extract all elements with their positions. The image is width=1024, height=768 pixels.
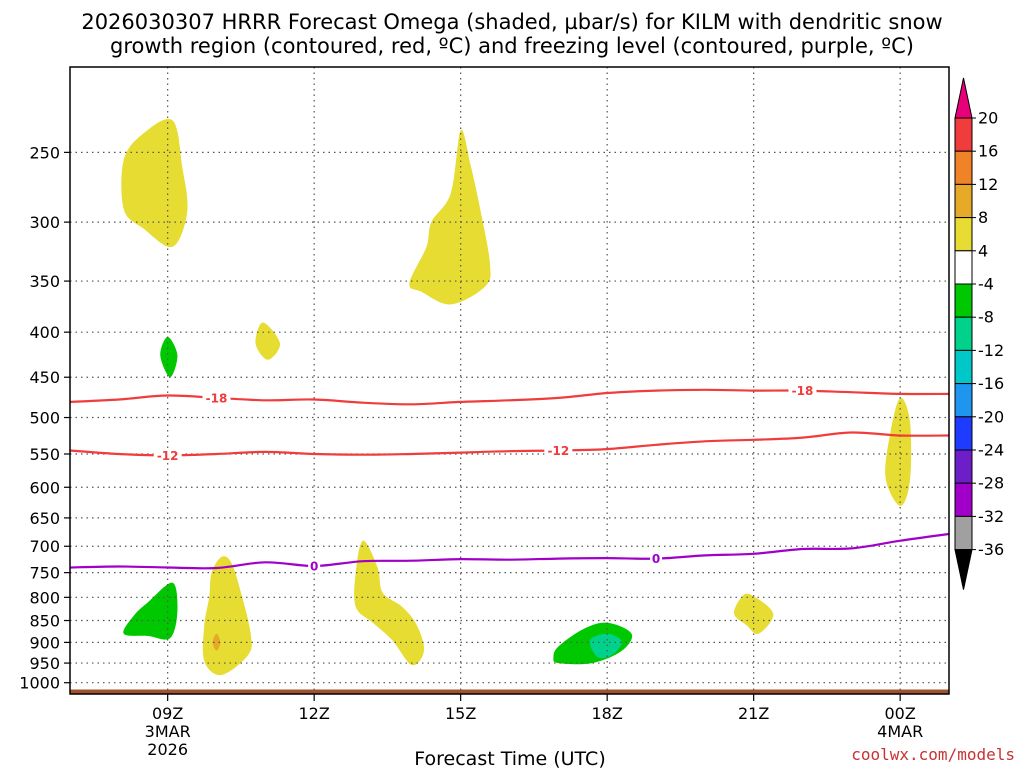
colorbar-label--36: -36 [978, 540, 1004, 559]
colorbar-segment-6 [954, 283, 973, 318]
dgz-minus12-label-0: -12 [157, 449, 179, 463]
colorbar-segment-4 [954, 217, 973, 252]
colorbar-segment-5 [954, 250, 973, 285]
x-tick-label-21Z: 21Z [738, 704, 769, 723]
colorbar-segment-10 [954, 416, 973, 451]
y-tick-label-450: 450 [29, 368, 60, 387]
omega-neg4-small-upper [160, 336, 178, 378]
omega-8-lower-left [212, 633, 221, 651]
omega-shading-layer [70, 119, 949, 694]
dgz-minus18-label-1: -18 [792, 384, 814, 398]
y-tick-label-950: 950 [29, 654, 60, 673]
dgz-minus12-label-bg-0 [153, 448, 182, 463]
y-tick-label-500: 500 [29, 409, 60, 428]
colorbar-segment-7 [954, 316, 973, 351]
dgz-minus12-label-1: -12 [547, 444, 569, 458]
colorbar-bottom-arrow [954, 549, 973, 590]
colorbar-segment-3 [954, 183, 973, 219]
colorbar-label--24: -24 [978, 441, 1004, 460]
colorbar: 20 16 12 8 4 -4 -8 -12 -16 -20 -24 -28 -32 -36 [954, 77, 1004, 590]
x-tick-label-12Z: 12Z [299, 704, 330, 723]
y-tick-label-300: 300 [29, 213, 60, 232]
y-tick-label-900: 900 [29, 633, 60, 652]
colorbar-top-arrow [954, 77, 973, 119]
dgz-minus18-label-0: -18 [206, 391, 228, 405]
colorbar-label-12: 12 [978, 175, 998, 194]
y-axis: 250 300 350 400 450 500 550 600 650 700 750 800 850 9… [19, 143, 70, 693]
y-tick-label-350: 350 [29, 272, 60, 291]
colorbar-segment-8 [954, 349, 973, 385]
freezing-level-0-label-0: 0 [310, 559, 318, 573]
credit-text: coolwx.com/models [851, 745, 1015, 764]
y-tick-label-750: 750 [29, 564, 60, 583]
y-tick-label-850: 850 [29, 612, 60, 631]
x-tick-label-00Z: 00Z [885, 704, 916, 723]
y-tick-label-1000: 1000 [19, 674, 60, 693]
chart-title-line1: 2026030307 HRRR Forecast Omega (shaded, … [81, 10, 942, 34]
dgz-minus18-line [69, 388, 950, 406]
colorbar-segment-11 [954, 449, 973, 484]
terrain-bar [70, 689, 949, 694]
colorbar-label--8: -8 [978, 308, 994, 327]
colorbar-label--16: -16 [978, 374, 1004, 393]
x-tick-label-15Z: 15Z [445, 704, 476, 723]
colorbar-label--4: -4 [978, 275, 994, 294]
colorbar-segment-12 [954, 482, 973, 517]
x-tick-label-3MAR: 3MAR [145, 722, 191, 741]
y-tick-label-650: 650 [29, 509, 60, 528]
plot-frame [69, 66, 950, 695]
x-tick-label-18Z: 18Z [592, 704, 623, 723]
chart-title-line2: growth region (contoured, red, ºC) and f… [110, 34, 914, 58]
omega-4-lower-left [202, 556, 252, 676]
omega-4-lower-right [734, 593, 774, 635]
y-tick-label-800: 800 [29, 588, 60, 607]
colorbar-segment-1 [954, 117, 973, 152]
y-tick-label-400: 400 [29, 323, 60, 342]
colorbar-label-8: 8 [978, 208, 988, 227]
colorbar-label--32: -32 [978, 507, 1004, 526]
freezing-level-0-line [69, 532, 950, 570]
x-tick-label-2026: 2026 [147, 740, 188, 759]
x-tick-label-4MAR: 4MAR [877, 722, 923, 741]
omega-4-lower-mid [354, 540, 425, 666]
omega-4-upper-left [121, 119, 188, 248]
contour-layer: -18 -18 -12 -12 0 0 [69, 383, 950, 573]
colorbar-label-16: 16 [978, 142, 998, 161]
dgz-minus18-label-bg-0 [202, 390, 231, 405]
y-tick-label-700: 700 [29, 537, 60, 556]
grid-layer [70, 67, 949, 694]
omega-4-small-mid [255, 322, 281, 360]
dgz-minus12-line [69, 431, 950, 457]
omega-4-upper-mid [409, 129, 491, 305]
x-axis-label: Forecast Time (UTC) [414, 748, 605, 768]
omega-neg8-lower-mid [589, 633, 622, 659]
colorbar-label--12: -12 [978, 341, 1004, 360]
dgz-minus12-label-bg-1 [544, 443, 573, 458]
freezing-level-0-label-bg-0 [308, 558, 321, 573]
colorbar-label--28: -28 [978, 474, 1004, 493]
colorbar-label-4: 4 [978, 241, 988, 260]
colorbar-label--20: -20 [978, 407, 1004, 426]
freezing-level-0-label-1: 0 [652, 552, 660, 566]
freezing-level-0-label-bg-1 [650, 551, 662, 566]
omega-neg4-lower-left [123, 582, 178, 640]
dgz-minus18-label-bg-1 [788, 383, 817, 398]
colorbar-segment-9 [954, 383, 973, 418]
x-tick-label-09Z: 09Z [152, 704, 183, 723]
y-tick-label-600: 600 [29, 478, 60, 497]
colorbar-label-20: 20 [978, 109, 998, 128]
omega-4-right [885, 397, 912, 506]
y-tick-label-550: 550 [29, 445, 60, 464]
colorbar-segment-2 [954, 150, 973, 185]
colorbar-segment-13 [954, 515, 973, 551]
y-tick-label-250: 250 [29, 143, 60, 162]
